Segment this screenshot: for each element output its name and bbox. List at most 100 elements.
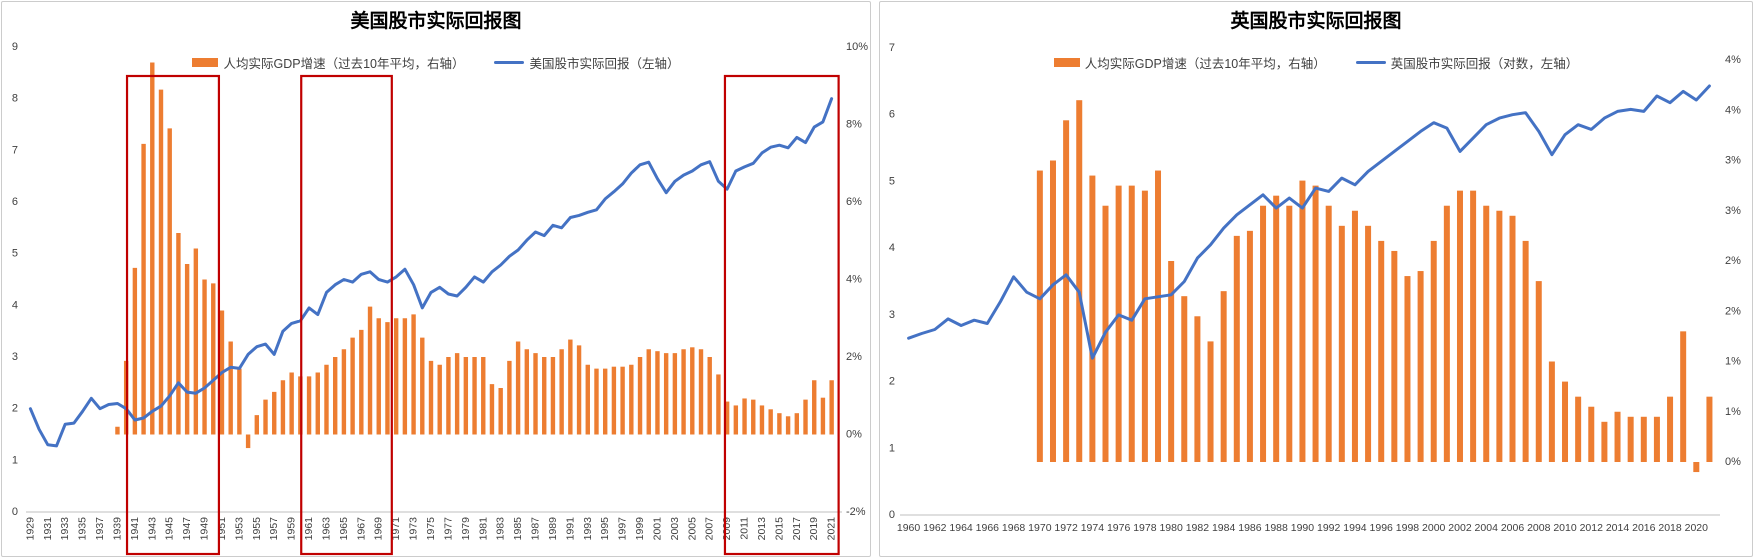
- uk-chart-legend: 人均实际GDP增速（过去10年平均，右轴） 英国股市实际回报（对数，左轴）: [880, 53, 1752, 72]
- gdp-bar: [280, 380, 286, 435]
- x-axis-tick: 1969: [373, 517, 385, 541]
- gdp-bar: [202, 279, 207, 435]
- return-line-swatch-icon: [494, 60, 525, 65]
- gdp-bar: [367, 306, 373, 435]
- gdp-bar: [1351, 210, 1358, 462]
- gdp-bar: [1653, 416, 1660, 462]
- gdp-bar: [1614, 411, 1621, 462]
- gdp-bar: [724, 401, 730, 435]
- gdp-bar: [1562, 381, 1569, 462]
- left-axis-tick: 9: [12, 41, 18, 53]
- gdp-bar: [1273, 195, 1280, 463]
- gdp-bar: [550, 357, 556, 435]
- us-chart-title: 美国股市实际回报图: [350, 11, 522, 32]
- highlight-box: [125, 74, 221, 556]
- x-axis-tick: 1984: [1212, 522, 1236, 534]
- left-axis-tick: 1: [12, 454, 18, 466]
- return-line-path: [28, 97, 834, 448]
- gdp-bar: [611, 366, 617, 435]
- gdp-bar: [1049, 160, 1056, 462]
- x-axis-tick: 2000: [1422, 522, 1446, 534]
- x-axis-tick: 2004: [1475, 522, 1499, 534]
- gdp-bar: [141, 143, 146, 435]
- x-axis-tick: 2001: [651, 517, 663, 541]
- x-axis-tick: 1943: [146, 517, 158, 541]
- gdp-bar: [637, 357, 643, 435]
- right-axis-tick: 0%: [846, 429, 862, 441]
- gdp-bar: [446, 357, 451, 435]
- x-axis-tick: 1987: [530, 517, 542, 541]
- left-axis-tick: 2: [12, 403, 18, 415]
- gdp-bar: [393, 318, 399, 435]
- gdp-bar: [211, 283, 216, 435]
- gdp-bar: [1548, 361, 1555, 462]
- right-axis-tick: 6%: [846, 196, 862, 208]
- gdp-bar: [507, 360, 512, 435]
- uk-legend-item-return: 英国股市实际回报（对数，左轴）: [1355, 53, 1579, 72]
- gdp-bar: [1299, 180, 1306, 462]
- x-axis-tick: 1989: [547, 517, 559, 541]
- gdp-bar: [184, 264, 190, 435]
- gdp-bar: [1076, 100, 1083, 462]
- uk-chart-panel: 英国股市实际回报图 人均实际GDP增速（过去10年平均，右轴） 英国股市实际回报…: [879, 1, 1753, 557]
- gdp-bar: [1627, 416, 1634, 462]
- right-axis-tick: 2%: [846, 351, 862, 363]
- x-axis-tick: 1965: [338, 517, 350, 541]
- x-axis-tick: 1960: [897, 522, 921, 534]
- x-axis-tick: 2014: [1606, 522, 1630, 534]
- x-axis-tick: 1947: [181, 517, 193, 541]
- gdp-bar: [1220, 291, 1227, 462]
- x-axis-tick: 1972: [1054, 522, 1078, 534]
- gdp-bar: [1680, 331, 1687, 462]
- gdp-bar: [481, 357, 486, 435]
- gdp-bar: [559, 349, 564, 435]
- gdp-bar: [498, 388, 503, 435]
- return-line-swatch-icon: [1355, 60, 1386, 65]
- x-axis-tick: 2019: [808, 517, 820, 541]
- gdp-bar: [437, 364, 442, 435]
- gdp-bar: [1089, 175, 1096, 462]
- x-axis-tick: 1970: [1028, 522, 1052, 534]
- gdp-bar: [254, 415, 260, 435]
- gdp-bar: [463, 357, 469, 435]
- highlight-box: [723, 74, 840, 556]
- x-axis-tick: 1931: [42, 517, 54, 541]
- gdp-bar: [193, 248, 199, 435]
- gdp-bar: [315, 372, 320, 435]
- right-axis-tick: 4%: [1725, 54, 1741, 66]
- right-axis-tick: 3%: [1725, 205, 1741, 217]
- left-axis-tick: 3: [12, 351, 18, 363]
- right-axis-tick: 1%: [1725, 356, 1741, 368]
- gdp-bar: [1325, 205, 1332, 462]
- x-axis-tick: 1953: [233, 517, 245, 541]
- gdp-bar: [1588, 406, 1595, 462]
- x-axis-tick: 1968: [1002, 522, 1026, 534]
- x-axis-tick: 1977: [442, 517, 454, 541]
- x-axis-tick: 1988: [1264, 522, 1288, 534]
- gdp-bar: [1378, 240, 1385, 462]
- gdp-bar: [402, 318, 408, 435]
- x-axis-tick: 1980: [1159, 522, 1183, 534]
- x-axis-tick: 1957: [268, 517, 280, 541]
- x-axis-labels: 1929 1931 1933 1935 1937 1939 1941 1943 1945 1947…: [24, 517, 837, 541]
- gdp-bar: [376, 318, 381, 435]
- x-axis-tick: 2021: [826, 517, 838, 541]
- x-axis-tick: 1998: [1396, 522, 1420, 534]
- x-axis-tick: 2007: [704, 517, 716, 541]
- left-axis-tick: 0: [12, 506, 18, 518]
- gdp-bar: [742, 398, 747, 435]
- gdp-bar: [167, 128, 172, 435]
- left-axis-tick: 4: [12, 299, 18, 311]
- gdp-bar: [533, 353, 538, 435]
- x-axis-tick: 1986: [1238, 522, 1262, 534]
- right-axis-tick: 8%: [846, 119, 862, 131]
- gdp-bar: [690, 347, 695, 435]
- gdp-bar-swatch-icon: [192, 58, 219, 67]
- x-axis-tick: 1993: [582, 517, 594, 541]
- uk-legend-label-return: 英国股市实际回报（对数，左轴）: [1390, 57, 1579, 71]
- us-chart-legend: 人均实际GDP增速（过去10年平均，右轴） 美国股市实际回报（左轴）: [2, 53, 870, 72]
- gdp-bar: [1233, 235, 1240, 462]
- right-axis-tick: -2%: [846, 506, 866, 518]
